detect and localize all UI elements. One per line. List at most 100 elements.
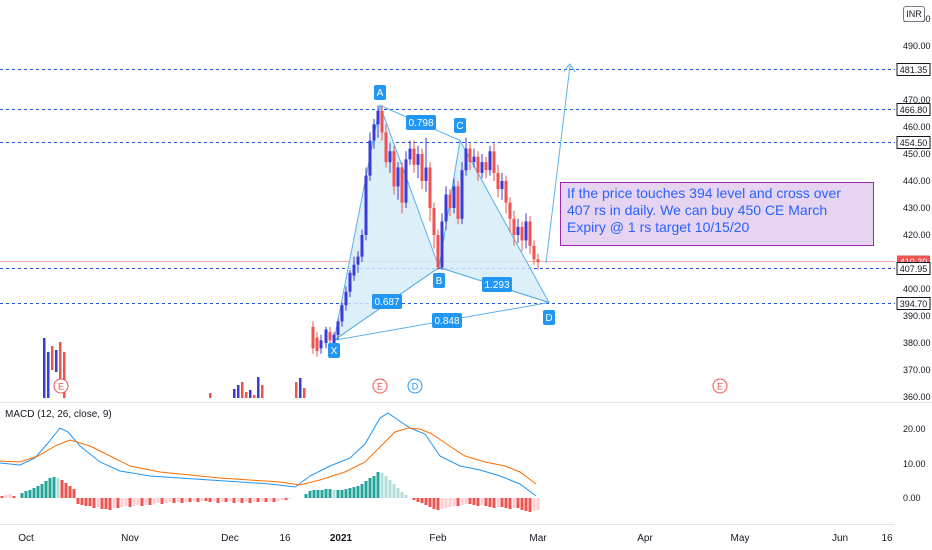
macd-histogram-bar — [144, 498, 148, 505]
point-label-D-bg[interactable] — [543, 310, 555, 325]
price-tick: 460.00 — [903, 122, 931, 132]
point-label-X[interactable]: X — [328, 343, 340, 358]
macd-histogram-bar — [56, 478, 60, 498]
point-label-A[interactable]: A — [374, 85, 386, 100]
macd-histogram-bar — [476, 498, 480, 506]
macd-histogram-bar — [372, 476, 376, 498]
ratio-label-0.848[interactable]: 0.848 — [432, 313, 462, 328]
event-marker[interactable]: E — [372, 378, 388, 394]
candle-body — [315, 337, 319, 352]
price-tick: 370.00 — [903, 365, 931, 375]
event-marker-circle[interactable] — [407, 378, 423, 394]
macd-tick: 0.00 — [903, 493, 921, 503]
point-label-C-bg[interactable] — [454, 118, 466, 133]
candle — [332, 332, 336, 343]
candle — [536, 253, 540, 271]
ratio-label-0.687-text: 0.687 — [374, 297, 399, 308]
macd-histogram-bar — [336, 490, 340, 498]
event-marker[interactable]: E — [53, 378, 69, 394]
macd-histogram-bar — [536, 498, 540, 510]
level-label-407.95: 407.95 — [896, 262, 931, 275]
candle-body — [416, 154, 420, 165]
trade-idea-note[interactable]: If the price touches 394 level and cross… — [560, 182, 874, 246]
macd-histogram-bar — [236, 498, 240, 502]
event-marker[interactable]: E — [712, 378, 728, 394]
ratio-label-1.293-bg[interactable] — [482, 277, 512, 292]
candle — [472, 148, 476, 168]
ratio-label-0.848-bg[interactable] — [432, 313, 462, 328]
ratio-label-0.798-bg[interactable] — [406, 115, 436, 130]
macd-histogram-bar — [388, 480, 392, 498]
macd-histogram-bar — [24, 491, 28, 498]
macd-histogram-bar — [32, 488, 36, 498]
macd-histogram-bar — [0, 496, 4, 498]
candle-body — [324, 329, 328, 343]
ratio-label-1.293[interactable]: 1.293 — [482, 277, 512, 292]
point-label-D[interactable]: D — [543, 310, 555, 325]
point-label-B[interactable]: B — [433, 273, 445, 288]
candle-body — [480, 162, 484, 173]
macd-histogram-bar — [524, 498, 528, 511]
event-marker-circle[interactable] — [372, 378, 388, 394]
candle-body — [376, 110, 380, 125]
time-label-Apr: Apr — [637, 533, 653, 544]
event-marker-circle[interactable] — [712, 378, 728, 394]
event-marker[interactable]: D — [407, 378, 423, 394]
point-label-B-bg[interactable] — [433, 273, 445, 288]
candle-body — [408, 148, 412, 160]
price-tick: 440.00 — [903, 176, 931, 186]
level-label-bg — [896, 297, 931, 310]
candle-body — [412, 148, 416, 165]
volume-bar — [295, 382, 298, 398]
macd-histogram-bar — [216, 498, 220, 503]
macd-histogram-bar — [360, 484, 364, 498]
macd-histogram-bar — [316, 490, 320, 498]
event-marker-text: D — [412, 382, 419, 392]
macd-histogram-bar — [340, 490, 344, 498]
macd-histogram-bar — [376, 472, 380, 498]
candle-body — [384, 132, 388, 163]
macd-histogram-bar — [436, 498, 440, 510]
macd-histogram-bar — [212, 498, 216, 501]
time-label-May: May — [731, 533, 750, 544]
currency-badge[interactable]: INR — [903, 6, 925, 22]
point-label-X-bg[interactable] — [328, 343, 340, 358]
point-label-C[interactable]: C — [454, 118, 466, 133]
candle — [448, 189, 452, 217]
candle-body — [532, 245, 536, 260]
macd-histogram-bar — [44, 481, 48, 498]
level-label-text: 394.70 — [900, 299, 928, 309]
level-label-394.70: 394.70 — [896, 297, 931, 310]
candle-body — [336, 321, 340, 335]
candle — [324, 326, 328, 349]
macd-histogram-bar — [220, 498, 224, 502]
macd-histogram-bar — [120, 498, 124, 507]
candle — [348, 270, 352, 298]
macd-histogram-bar — [516, 498, 520, 508]
volume-bar — [233, 389, 236, 398]
projection-arrow-head — [563, 63, 576, 73]
macd-histogram-bar — [284, 498, 288, 500]
candle-body — [448, 194, 452, 208]
macd-title: MACD (12, 26, close, 9) — [5, 409, 112, 420]
macd-histogram-bar — [248, 498, 252, 503]
event-marker-circle[interactable] — [53, 378, 69, 394]
price-tick: 360.00 — [903, 392, 931, 402]
macd-histogram-bar — [396, 488, 400, 498]
event-marker-text: E — [377, 382, 383, 392]
ratio-label-0.687-bg[interactable] — [372, 294, 402, 309]
candle — [311, 321, 315, 354]
macd-histogram-bar — [148, 498, 152, 505]
volume-bar — [241, 382, 244, 398]
ratio-label-0.687[interactable]: 0.687 — [372, 294, 402, 309]
candle-body — [348, 272, 352, 292]
macd-histogram-bar — [48, 478, 52, 498]
level-label-bg — [896, 103, 931, 116]
macd-histogram-bar — [420, 498, 424, 503]
point-label-A-bg[interactable] — [374, 85, 386, 100]
pattern-labels: X A B C D 0.687 0.798 1.293 0.848 — [328, 85, 555, 358]
level-label-bg — [896, 262, 931, 275]
macd-histogram-bar — [504, 498, 508, 508]
ratio-label-0.798[interactable]: 0.798 — [406, 115, 436, 130]
